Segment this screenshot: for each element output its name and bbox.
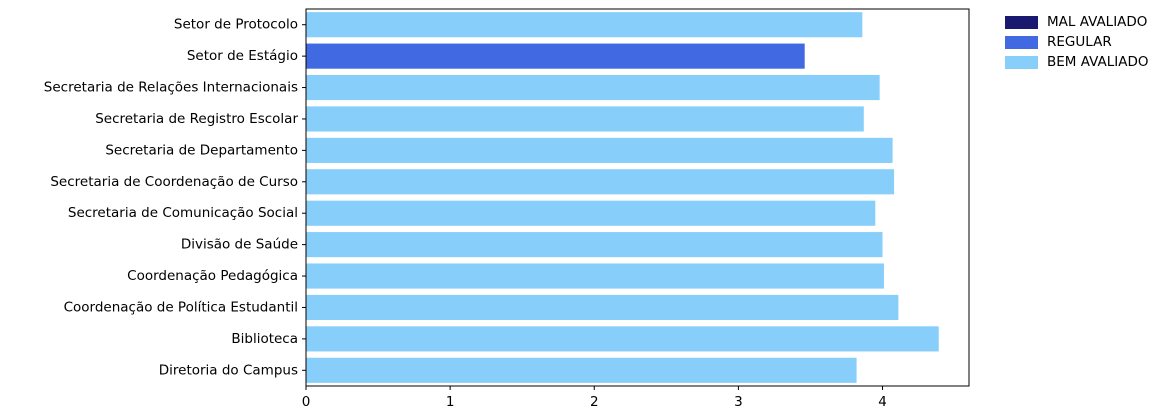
x-ticks-group: 0 1 2 3 4 bbox=[302, 386, 887, 410]
legend-item-bem-avaliado: BEM AVALIADO bbox=[1005, 52, 1148, 72]
category-label: Secretaria de Registro Escolar bbox=[95, 111, 298, 127]
bar bbox=[306, 232, 883, 258]
x-tick-label: 4 bbox=[878, 394, 887, 410]
x-tick-label: 3 bbox=[734, 394, 743, 410]
legend-swatch bbox=[1005, 15, 1038, 29]
legend-label: BEM AVALIADO bbox=[1047, 54, 1149, 70]
bar bbox=[306, 263, 884, 289]
category-label: Secretaria de Departamento bbox=[105, 142, 298, 158]
x-tick-label: 2 bbox=[590, 394, 599, 410]
legend-label: MAL AVALIADO bbox=[1047, 14, 1148, 30]
category-label: Diretoria do Campus bbox=[159, 362, 298, 378]
category-label: Secretaria de Comunicação Social bbox=[68, 205, 298, 221]
category-label: Coordenação Pedagógica bbox=[127, 268, 298, 284]
plot-frame bbox=[305, 8, 970, 387]
bar bbox=[306, 294, 899, 321]
category-label: Secretaria de Relações Internacionais bbox=[44, 80, 298, 96]
bar bbox=[306, 357, 857, 383]
category-label: Setor de Protocolo bbox=[174, 17, 298, 33]
bar bbox=[306, 326, 939, 352]
bar bbox=[306, 74, 880, 101]
x-tick-label: 1 bbox=[446, 394, 455, 410]
bar bbox=[306, 12, 863, 38]
bar bbox=[306, 43, 805, 69]
bars-group bbox=[306, 12, 939, 383]
category-label: Secretaria de Coordenação de Curso bbox=[50, 174, 298, 190]
x-tick-label: 0 bbox=[302, 394, 311, 410]
legend-swatch bbox=[1005, 35, 1038, 49]
category-labels-group: Setor de Protocolo Setor de Estágio Secret… bbox=[44, 17, 306, 378]
legend-item-mal-avaliado: MAL AVALIADO bbox=[1005, 12, 1148, 32]
legend-swatch bbox=[1005, 55, 1038, 69]
bar bbox=[306, 137, 893, 163]
legend-item-regular: REGULAR bbox=[1005, 32, 1148, 52]
bar bbox=[306, 169, 895, 195]
category-label: Divisão de Saúde bbox=[181, 237, 298, 253]
category-label: Setor de Estágio bbox=[187, 48, 298, 64]
bar bbox=[306, 106, 864, 132]
legend-label: REGULAR bbox=[1047, 34, 1112, 50]
legend: MAL AVALIADO REGULAR BEM AVALIADO bbox=[1005, 12, 1148, 72]
bar bbox=[306, 200, 876, 226]
category-label: Coordenação de Política Estudantil bbox=[64, 299, 298, 315]
category-label: Biblioteca bbox=[231, 331, 298, 347]
